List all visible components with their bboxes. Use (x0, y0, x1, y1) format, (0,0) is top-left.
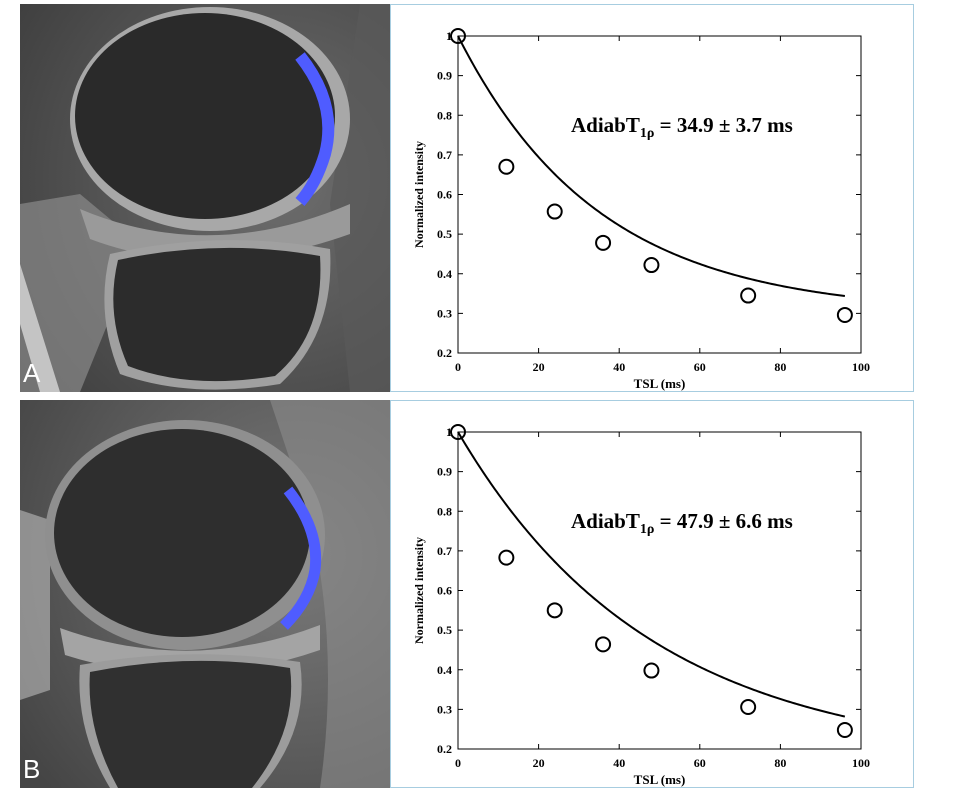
x-tick-label: 80 (774, 756, 786, 770)
annotation-subscript: 1ρ (640, 126, 655, 141)
data-point (740, 698, 757, 715)
y-axis-label: Normalized intensity (412, 141, 426, 248)
mri-knee-illustration-a (20, 4, 390, 392)
y-tick-label: 0.4 (437, 267, 452, 281)
data-point (643, 257, 660, 274)
panel-row-b: B 0 20 40 60 80 100 0.2 0.3 0.4 0.5 0.6 0.7 0.8 0.9 1 T… (0, 396, 956, 788)
x-tick-label: 20 (533, 756, 545, 770)
data-point (498, 549, 515, 566)
x-tick-label: 40 (613, 756, 625, 770)
t1rho-decay-chart-b: 0 20 40 60 80 100 0.2 0.3 0.4 0.5 0.6 0.7 0.8 0.9 1 TSL… (412, 424, 870, 787)
x-tick-label: 0 (455, 360, 461, 374)
y-tick-label: 1 (446, 29, 452, 43)
y-tick-label: 0.8 (437, 108, 452, 122)
annotation-text: AdiabT1ρ = 34.9 ± 3.7 ms (571, 113, 793, 141)
x-tick-label: 100 (852, 756, 870, 770)
x-tick-label: 20 (533, 360, 545, 374)
mri-image-b: B (20, 400, 390, 788)
data-point (450, 28, 466, 44)
mri-image-a: A (20, 4, 390, 392)
data-point (595, 636, 612, 653)
x-tick-label: 60 (694, 360, 706, 374)
data-point (643, 662, 660, 679)
x-tick-label: 100 (852, 360, 870, 374)
y-tick-label: 0.5 (437, 623, 452, 637)
data-point (546, 602, 563, 619)
chart-frame-b: 0 20 40 60 80 100 0.2 0.3 0.4 0.5 0.6 0.7 0.8 0.9 1 TSL… (390, 400, 914, 788)
data-point (740, 287, 757, 304)
x-tick-label: 40 (613, 360, 625, 374)
y-tick-label: 0.7 (437, 544, 452, 558)
fit-curve (457, 431, 846, 718)
panel-letter-b: B (23, 754, 41, 784)
annotation-value: = 34.9 ± 3.7 ms (654, 113, 792, 137)
annotation-text: AdiabT1ρ = 47.9 ± 6.6 ms (571, 509, 793, 537)
y-axis-label: Normalized intensity (412, 537, 426, 644)
y-tick-label: 0.9 (437, 69, 452, 83)
x-tick-label: 80 (774, 360, 786, 374)
y-tick-label: 0.5 (437, 227, 452, 241)
cartilage-overlay-a (295, 52, 335, 206)
x-tick-label: 0 (455, 756, 461, 770)
annotation-main: AdiabT (571, 113, 640, 137)
data-point (836, 721, 853, 738)
fit-curve (457, 35, 846, 298)
mri-knee-illustration-b (20, 400, 390, 788)
y-tick-label: 0.4 (437, 663, 452, 677)
cartilage-overlay-b (280, 486, 322, 630)
t1rho-decay-chart-a: 0 20 40 60 80 100 0.2 0.3 0.4 0.5 0.6 0.7 0.8 0.9 1 TSL… (412, 28, 870, 391)
data-point (450, 424, 466, 440)
plot-area-box (457, 431, 862, 750)
y-tick-label: 0.8 (437, 504, 452, 518)
y-tick-label: 0.3 (437, 306, 452, 320)
x-tick-label: 60 (694, 756, 706, 770)
y-tick-label: 0.6 (437, 584, 452, 598)
y-tick-label: 0.2 (437, 742, 452, 756)
chart-frame-a: 0 20 40 60 80 100 0.2 0.3 0.4 0.5 0.6 0.7 0.8 0.9 1 TSL… (390, 4, 914, 392)
plot-area-box (457, 35, 862, 354)
y-tick-label: 0.6 (437, 188, 452, 202)
y-tick-label: 1 (446, 425, 452, 439)
panel-letter-a: A (23, 358, 41, 388)
annotation-subscript: 1ρ (640, 522, 655, 537)
x-axis-label: TSL (ms) (634, 772, 686, 787)
annotation-value: = 47.9 ± 6.6 ms (654, 509, 792, 533)
data-point (546, 203, 563, 220)
y-tick-label: 0.7 (437, 148, 452, 162)
annotation-main: AdiabT (571, 509, 640, 533)
data-point (595, 234, 612, 251)
y-tick-label: 0.9 (437, 465, 452, 479)
panel-row-a: A 0 20 40 60 80 100 0.2 0.3 0.4 0.5 0.6 0.7 0.8 0.9 1 T… (0, 0, 956, 392)
x-axis-label: TSL (ms) (634, 376, 686, 391)
y-tick-label: 0.2 (437, 346, 452, 360)
data-point (498, 158, 515, 175)
data-point (836, 306, 853, 323)
y-tick-label: 0.3 (437, 702, 452, 716)
